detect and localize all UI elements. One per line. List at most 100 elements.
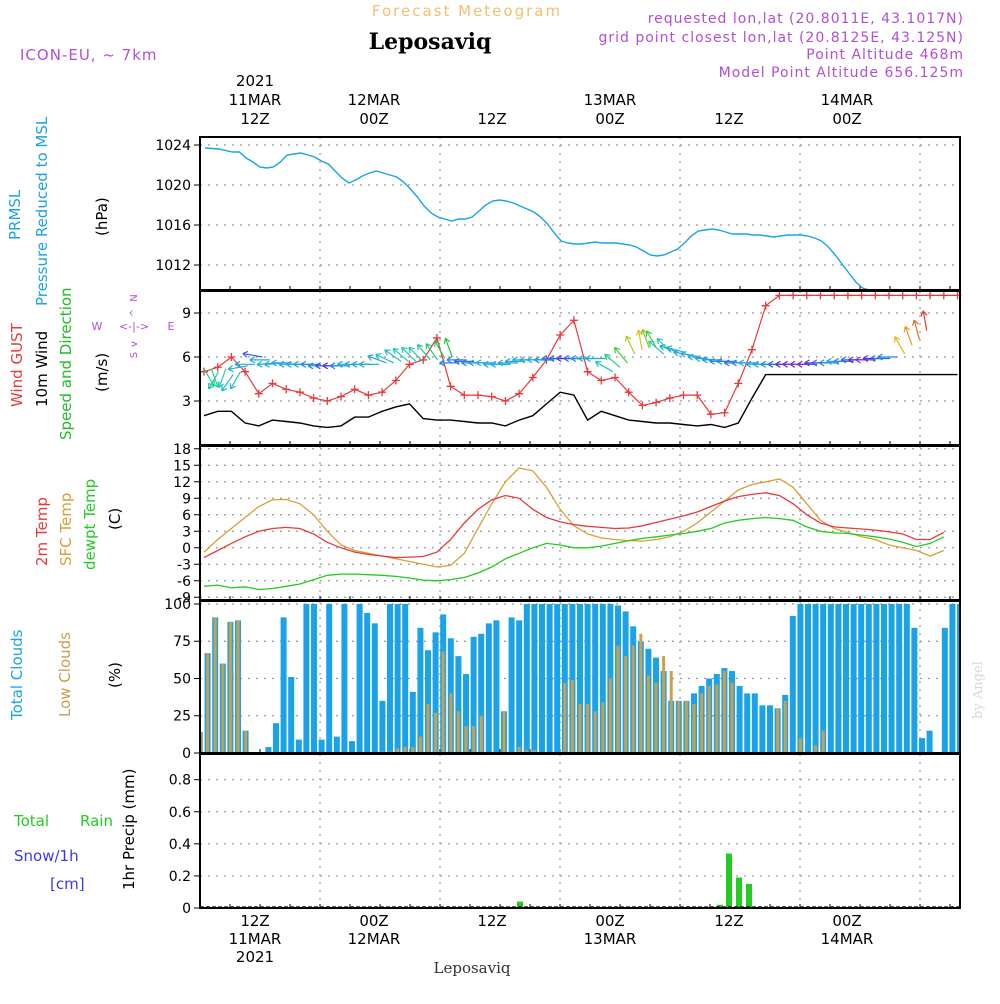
wind-direction-arrow	[358, 360, 380, 368]
ytick-label: 12	[173, 475, 191, 491]
low-cloud-bar	[684, 700, 688, 753]
low-cloud-bar	[654, 682, 658, 753]
gust-point	[515, 389, 524, 398]
low-cloud-bar	[472, 726, 476, 753]
requested-coords: requested lon,lat (20.8011E, 43.1017N)	[648, 11, 964, 27]
top-time-label: 00Z	[359, 110, 388, 128]
rain-bar	[726, 853, 732, 908]
compass-s: S	[129, 352, 140, 358]
gust-point	[460, 391, 469, 400]
total-cloud-bar	[835, 603, 842, 753]
gust-point	[405, 360, 414, 369]
gust-point	[556, 331, 565, 339]
wind-direction-arrow	[877, 353, 898, 361]
total-cloud-bar	[318, 739, 325, 753]
total-cloud-bar	[455, 656, 462, 753]
wind-direction-arrow	[594, 361, 614, 373]
wind-direction-arrow	[912, 319, 920, 340]
2m-temp-line	[203, 492, 945, 559]
total-cloud-bar	[417, 627, 424, 753]
low-cloud-bar	[608, 678, 612, 753]
gust-point	[391, 376, 400, 385]
ytick-label: -6	[177, 574, 191, 590]
ytick-label: -3	[177, 557, 191, 573]
total-cloud-bar	[850, 603, 857, 753]
compass-e: E	[168, 320, 175, 333]
location-title: Leposaviq	[369, 29, 492, 55]
gust-point	[748, 345, 756, 354]
top-time-label: 12Z	[714, 110, 743, 128]
total-cloud-bar	[341, 603, 348, 753]
gust-point	[337, 392, 345, 401]
low-cloud-bar	[228, 621, 232, 753]
wind-direction-arrow	[408, 346, 424, 362]
legend-sfc-temp: SFC Temp	[57, 493, 75, 566]
top-time-label: 12Z	[477, 110, 506, 128]
total-cloud-bar	[881, 603, 887, 753]
legend-wind-gust: Wind GUST	[8, 322, 26, 407]
bottom-time-label: 11MAR	[229, 930, 282, 948]
ylabel-ms: (m/s)	[93, 353, 111, 392]
low-cloud-bar	[631, 645, 635, 753]
ytick-label: 15	[173, 458, 191, 474]
top-time-label: 2021	[236, 72, 274, 90]
low-cloud-bar	[236, 620, 240, 753]
wind-direction-arrow	[903, 326, 913, 346]
panel-3: 0 25 50 75 100 Total Clouds Low Clouds (%)	[8, 597, 960, 762]
gust-point	[775, 291, 784, 300]
low-cloud-bar	[798, 738, 802, 753]
gust-point	[268, 379, 277, 388]
wind-direction-arrow	[401, 346, 417, 362]
low-cloud-bar	[586, 703, 590, 753]
wind-direction-arrow	[234, 360, 256, 368]
ylabel-percent: (%)	[106, 662, 124, 688]
wind-direction-arrow	[434, 340, 446, 359]
legend-total: Total	[13, 812, 49, 830]
total-cloud-bar	[265, 747, 272, 753]
gust-point	[254, 389, 263, 398]
total-cloud-bar	[865, 603, 872, 753]
dewpt-temp-line	[203, 516, 945, 591]
low-cloud-bar	[601, 702, 605, 753]
gust-point	[364, 391, 373, 400]
compass-n-mark: ^	[129, 309, 140, 317]
wind-direction-arrow	[229, 371, 242, 390]
gust-point	[378, 388, 387, 397]
total-cloud-bar	[584, 603, 591, 753]
low-cloud-bar	[418, 736, 422, 753]
gust-point	[432, 333, 441, 342]
panel-frame-4	[199, 753, 961, 909]
ytick-label: -9	[177, 590, 191, 606]
ylabel-c: (C)	[106, 508, 124, 530]
wind-direction-arrow	[585, 354, 606, 363]
total-cloud-bar	[546, 603, 553, 753]
low-cloud-bar	[700, 693, 704, 753]
top-time-label: 11MAR	[229, 91, 282, 109]
total-cloud-bar	[561, 603, 568, 753]
total-cloud-bar	[903, 603, 910, 753]
total-cloud-bar	[523, 603, 530, 753]
gust-point	[446, 382, 455, 391]
gust-point	[282, 385, 291, 394]
top-time-label: 13MAR	[584, 91, 637, 109]
total-cloud-bar	[759, 705, 766, 753]
wind-direction-arrow	[443, 337, 453, 358]
low-cloud-bar	[411, 747, 415, 753]
gust-point	[679, 391, 688, 400]
low-cloud-bar	[213, 617, 217, 753]
total-cloud-bar	[356, 603, 363, 753]
gust-point	[939, 291, 948, 300]
ytick-label: 0	[182, 746, 191, 762]
total-cloud-bar	[926, 730, 933, 753]
low-cloud-bar	[563, 682, 567, 753]
bottom-time-label: 14MAR	[821, 930, 874, 948]
bottom-time-label: 00Z	[359, 912, 388, 930]
gust-point	[309, 394, 318, 403]
gust-point	[830, 291, 839, 300]
ylabel-precip: 1hr Precip (mm)	[120, 769, 138, 890]
legend-rain: Rain	[80, 812, 113, 830]
low-cloud-bar	[639, 633, 643, 753]
ytick-label: 25	[173, 709, 191, 725]
gust-point	[227, 353, 236, 361]
total-cloud-bar	[326, 603, 333, 753]
